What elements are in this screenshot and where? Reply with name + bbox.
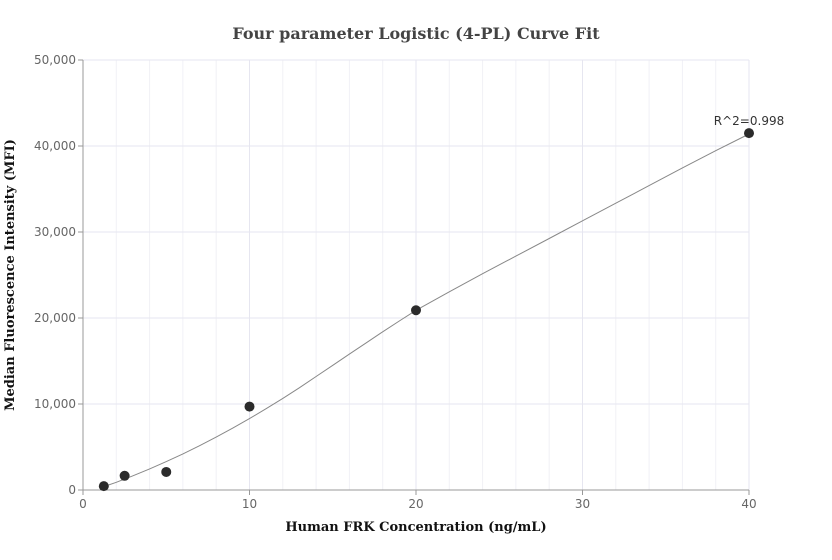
y-tick-label: 10,000	[34, 397, 76, 411]
y-tick-label: 40,000	[34, 139, 76, 153]
data-points	[98, 128, 754, 492]
y-tick-label: 30,000	[34, 225, 76, 239]
annotations: R^2=0.998	[714, 114, 784, 128]
r-squared-annotation: R^2=0.998	[714, 114, 784, 128]
data-point	[411, 305, 421, 316]
y-tick-label: 0	[68, 483, 76, 497]
x-tick-label: 30	[575, 497, 590, 511]
x-tick-label: 20	[408, 497, 423, 511]
grid	[83, 59, 750, 490]
x-tick-label: 0	[79, 497, 87, 511]
data-point	[244, 401, 255, 412]
data-point	[744, 128, 754, 139]
x-axis-label: Human FRK Concentration (ng/mL)	[285, 520, 546, 535]
chart-title: Four parameter Logistic (4-PL) Curve Fit	[232, 24, 600, 43]
y-tick-label: 50,000	[34, 53, 76, 67]
x-tick-label: 40	[741, 497, 756, 511]
x-tick-label: 10	[242, 497, 257, 511]
axes	[78, 59, 750, 495]
fit-curve	[103, 133, 750, 488]
data-point	[119, 470, 130, 481]
data-point	[98, 481, 109, 492]
tick-labels: 0 10 20 30 40 0 10,000 20,000 30,000 40,000 50,000	[34, 53, 757, 511]
data-point	[161, 466, 172, 477]
y-axis-label: Median Fluorescence Intensity (MFI)	[3, 139, 18, 411]
y-tick-label: 20,000	[34, 311, 76, 325]
